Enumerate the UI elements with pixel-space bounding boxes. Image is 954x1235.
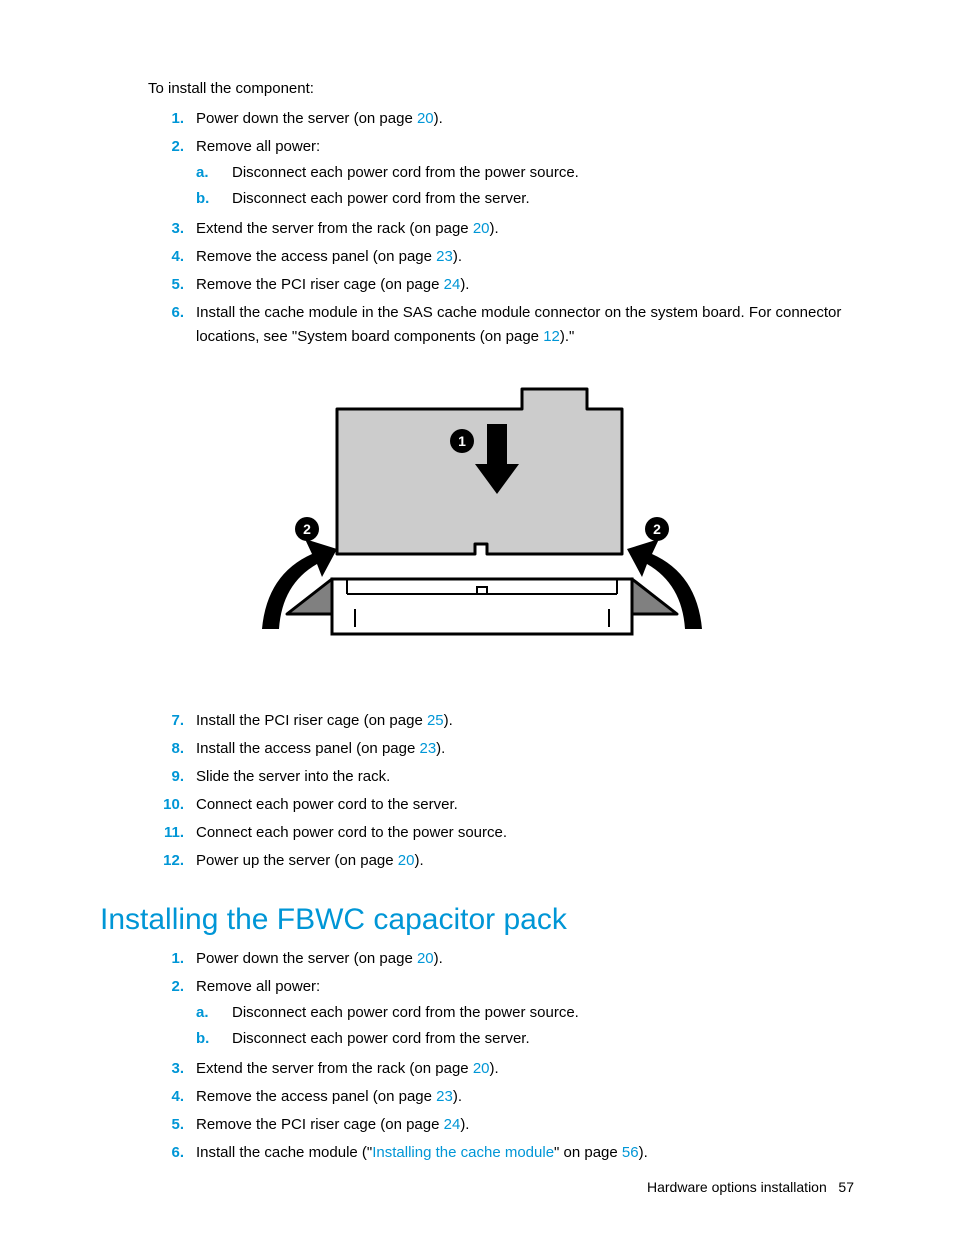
step-text: Slide the server into the rack. bbox=[196, 765, 854, 789]
step-text: Install the cache module in the SAS cach… bbox=[196, 301, 854, 349]
step-number: 3. bbox=[148, 1057, 196, 1081]
substep-text: Disconnect each power cord from the powe… bbox=[232, 1001, 579, 1025]
sub-list-item: a.Disconnect each power cord from the po… bbox=[196, 1001, 854, 1025]
install-steps-bottom: 7.Install the PCI riser cage (on page 25… bbox=[148, 709, 854, 873]
page-link[interactable]: 20 bbox=[473, 220, 490, 237]
step-text: Connect each power cord to the power sou… bbox=[196, 821, 854, 845]
step-number: 5. bbox=[148, 1113, 196, 1137]
list-item: 2.Remove all power:a.Disconnect each pow… bbox=[148, 975, 854, 1053]
substep-text: Disconnect each power cord from the serv… bbox=[232, 1027, 530, 1051]
list-item: 6.Install the cache module in the SAS ca… bbox=[148, 301, 854, 349]
list-item: 9.Slide the server into the rack. bbox=[148, 765, 854, 789]
sub-list-item: a.Disconnect each power cord from the po… bbox=[196, 161, 854, 185]
list-item: 1.Power down the server (on page 20). bbox=[148, 947, 854, 971]
substep-number: a. bbox=[196, 161, 232, 185]
step-number: 5. bbox=[148, 273, 196, 297]
step-text: Extend the server from the rack (on page… bbox=[196, 1057, 854, 1081]
sub-list: a.Disconnect each power cord from the po… bbox=[196, 1001, 854, 1051]
list-item: 5.Remove the PCI riser cage (on page 24)… bbox=[148, 273, 854, 297]
step-text: Power up the server (on page 20). bbox=[196, 849, 854, 873]
step-number: 2. bbox=[148, 135, 196, 213]
fbwc-steps: 1.Power down the server (on page 20).2.R… bbox=[148, 947, 854, 1165]
page-link[interactable]: 23 bbox=[436, 1088, 453, 1105]
step-number: 6. bbox=[148, 1141, 196, 1165]
substep-text: Disconnect each power cord from the serv… bbox=[232, 187, 530, 211]
step-number: 8. bbox=[148, 737, 196, 761]
step-number: 4. bbox=[148, 1085, 196, 1109]
step-number: 2. bbox=[148, 975, 196, 1053]
page-link[interactable]: 24 bbox=[444, 1116, 461, 1133]
step-number: 12. bbox=[148, 849, 196, 873]
step-text: Remove all power:a.Disconnect each power… bbox=[196, 135, 854, 213]
install-diagram: 1 2 2 bbox=[100, 379, 854, 669]
list-item: 12.Power up the server (on page 20). bbox=[148, 849, 854, 873]
list-item: 3.Extend the server from the rack (on pa… bbox=[148, 1057, 854, 1081]
page-link[interactable]: 56 bbox=[622, 1144, 639, 1161]
page-link[interactable]: 20 bbox=[398, 852, 415, 869]
step-number: 10. bbox=[148, 793, 196, 817]
step-text: Remove the access panel (on page 23). bbox=[196, 245, 854, 269]
step-text: Remove the access panel (on page 23). bbox=[196, 1085, 854, 1109]
step-text: Remove the PCI riser cage (on page 24). bbox=[196, 1113, 854, 1137]
page-link[interactable]: 12 bbox=[543, 328, 560, 345]
footer-section: Hardware options installation bbox=[647, 1179, 827, 1195]
step-text: Remove the PCI riser cage (on page 24). bbox=[196, 273, 854, 297]
list-item: 5.Remove the PCI riser cage (on page 24)… bbox=[148, 1113, 854, 1137]
substep-text: Disconnect each power cord from the powe… bbox=[232, 161, 579, 185]
page-link[interactable]: 20 bbox=[417, 110, 434, 127]
page-link[interactable]: 23 bbox=[436, 248, 453, 265]
step-text: Install the PCI riser cage (on page 25). bbox=[196, 709, 854, 733]
footer-page-number: 57 bbox=[838, 1179, 854, 1195]
svg-text:2: 2 bbox=[653, 521, 661, 537]
list-item: 6.Install the cache module ("Installing … bbox=[148, 1141, 854, 1165]
step-number: 9. bbox=[148, 765, 196, 789]
list-item: 4.Remove the access panel (on page 23). bbox=[148, 1085, 854, 1109]
sub-list-item: b.Disconnect each power cord from the se… bbox=[196, 1027, 854, 1051]
step-text: Install the cache module ("Installing th… bbox=[196, 1141, 854, 1165]
list-item: 2.Remove all power:a.Disconnect each pow… bbox=[148, 135, 854, 213]
sub-list: a.Disconnect each power cord from the po… bbox=[196, 161, 854, 211]
page-link[interactable]: 20 bbox=[473, 1060, 490, 1077]
list-item: 8.Install the access panel (on page 23). bbox=[148, 737, 854, 761]
list-item: 1.Power down the server (on page 20). bbox=[148, 107, 854, 131]
step-number: 3. bbox=[148, 217, 196, 241]
step-text: Install the access panel (on page 23). bbox=[196, 737, 854, 761]
sub-list-item: b.Disconnect each power cord from the se… bbox=[196, 187, 854, 211]
page-link[interactable]: 23 bbox=[419, 740, 436, 757]
list-item: 11.Connect each power cord to the power … bbox=[148, 821, 854, 845]
step-number: 6. bbox=[148, 301, 196, 349]
list-item: 3.Extend the server from the rack (on pa… bbox=[148, 217, 854, 241]
install-steps-top: 1.Power down the server (on page 20).2.R… bbox=[148, 107, 854, 349]
step-number: 1. bbox=[148, 947, 196, 971]
step-number: 1. bbox=[148, 107, 196, 131]
step-text: Remove all power:a.Disconnect each power… bbox=[196, 975, 854, 1053]
step-text: Power down the server (on page 20). bbox=[196, 107, 854, 131]
substep-number: b. bbox=[196, 187, 232, 211]
page-footer: Hardware options installation 57 bbox=[647, 1179, 854, 1195]
page-link[interactable]: Installing the cache module bbox=[372, 1144, 554, 1161]
substep-number: a. bbox=[196, 1001, 232, 1025]
list-item: 4.Remove the access panel (on page 23). bbox=[148, 245, 854, 269]
svg-text:1: 1 bbox=[458, 433, 466, 449]
step-number: 11. bbox=[148, 821, 196, 845]
svg-text:2: 2 bbox=[303, 521, 311, 537]
section-heading: Installing the FBWC capacitor pack bbox=[100, 903, 854, 937]
page-link[interactable]: 25 bbox=[427, 712, 444, 729]
substep-number: b. bbox=[196, 1027, 232, 1051]
step-number: 7. bbox=[148, 709, 196, 733]
list-item: 7.Install the PCI riser cage (on page 25… bbox=[148, 709, 854, 733]
step-text: Extend the server from the rack (on page… bbox=[196, 217, 854, 241]
step-number: 4. bbox=[148, 245, 196, 269]
page-link[interactable]: 20 bbox=[417, 950, 434, 967]
step-text: Power down the server (on page 20). bbox=[196, 947, 854, 971]
step-text: Connect each power cord to the server. bbox=[196, 793, 854, 817]
intro-text: To install the component: bbox=[148, 80, 854, 97]
page-link[interactable]: 24 bbox=[444, 276, 461, 293]
list-item: 10.Connect each power cord to the server… bbox=[148, 793, 854, 817]
